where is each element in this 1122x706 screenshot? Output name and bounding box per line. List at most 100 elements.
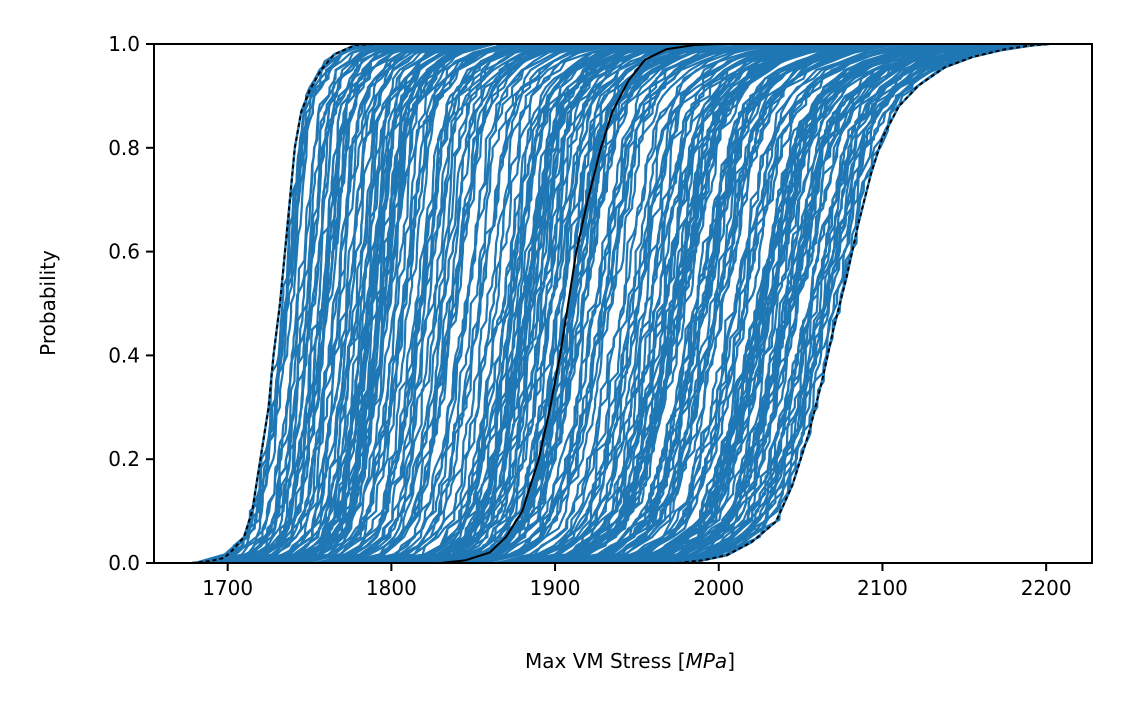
x-axis-label-unit: MPa	[686, 649, 728, 673]
ensemble-curve	[269, 44, 463, 563]
ensemble-curve	[349, 44, 575, 563]
ensemble-curve	[265, 44, 467, 563]
ensemble-curve	[289, 44, 493, 563]
plot-frame	[153, 43, 1093, 564]
ensemble-curve	[262, 44, 453, 563]
ensemble-curve	[479, 44, 756, 563]
ensemble-curve	[393, 44, 641, 563]
ensemble-curve	[633, 44, 983, 563]
ensemble-curve	[304, 44, 520, 563]
ensemble-curve	[341, 44, 566, 563]
ensemble-curve	[278, 44, 471, 563]
y-axis-ticks: 0.0 0.2 0.4 0.6 0.8 1.0	[108, 32, 154, 575]
ensemble-curve	[439, 44, 702, 563]
ensemble-curve	[200, 44, 364, 563]
x-tick-label: 1900	[530, 576, 581, 600]
ensemble-curve	[584, 44, 899, 563]
ensemble-curve	[657, 44, 1008, 563]
x-axis-ticks: 1700 1800 1900 2000 2100 2200	[202, 563, 1072, 600]
ensemble-curve	[360, 44, 595, 563]
ensemble-curve	[389, 44, 637, 563]
ensemble-curve	[200, 44, 377, 563]
ensemble-curve	[528, 44, 822, 563]
ensemble-curve	[589, 44, 915, 563]
ensemble-curve	[611, 44, 943, 563]
median-curve	[440, 44, 719, 563]
ensemble-curve	[324, 44, 556, 563]
ensemble-curve	[600, 44, 931, 563]
ensemble-curve	[571, 44, 895, 563]
ensemble-curve	[314, 44, 535, 563]
ensemble-curve	[533, 44, 842, 563]
ensemble-curve	[320, 44, 547, 563]
x-tick-label: 1700	[202, 576, 253, 600]
ensemble-curve	[525, 44, 815, 563]
ensemble-curve	[259, 44, 453, 563]
ensemble-curve	[575, 44, 897, 563]
y-tick-label: 0.4	[108, 343, 140, 367]
ensemble-curve	[323, 44, 551, 563]
y-tick-label: 0.8	[108, 136, 140, 160]
ensemble-curve	[501, 44, 790, 563]
y-tick-label: 0.6	[108, 240, 140, 264]
ensemble-curve	[389, 44, 634, 563]
x-axis-label-text: Max VM Stress [	[525, 649, 686, 673]
ensemble-curve	[537, 44, 838, 563]
ensemble-curve	[408, 44, 660, 563]
x-axis-label: Max VM Stress [MPa]	[525, 649, 735, 673]
x-axis-label-close: ]	[727, 649, 735, 673]
ensemble-curve	[256, 44, 443, 563]
ensemble-curve	[374, 44, 619, 563]
ensemble-curve	[563, 44, 886, 563]
ensemble-curve	[580, 44, 896, 563]
ensemble-curve	[675, 44, 1032, 563]
ensemble-curve	[668, 44, 1021, 563]
ensemble-curve	[212, 44, 383, 563]
ensemble-curve	[289, 44, 488, 563]
x-tick-label: 2100	[857, 576, 908, 600]
ensemble-curve	[450, 44, 716, 563]
ensemble-curve	[322, 44, 536, 563]
ensemble-curve	[513, 44, 814, 563]
ensemble-curve	[227, 44, 411, 563]
ensemble-curve	[321, 44, 540, 563]
y-tick-label: 0.2	[108, 447, 140, 471]
ensemble-curve	[352, 44, 586, 563]
ensemble-curve	[363, 44, 596, 563]
ensemble-curve	[346, 44, 574, 563]
ensemble-curve	[616, 44, 951, 563]
x-tick-label: 2000	[693, 576, 744, 600]
ensemble-curve	[421, 44, 678, 563]
ensemble-curve	[375, 44, 614, 563]
y-axis-label: Probability	[36, 250, 60, 356]
ensemble-curve	[368, 44, 607, 563]
ensemble-curve	[495, 44, 780, 563]
ensemble-curve	[644, 44, 994, 563]
ensemble-curve	[378, 44, 626, 563]
summary-curves	[191, 44, 1050, 563]
ensemble-curve	[664, 44, 1018, 563]
lower-bound-curve	[191, 44, 376, 563]
ensemble-curve	[327, 44, 550, 563]
ensemble-curve	[641, 44, 978, 563]
ensemble-curve	[428, 44, 691, 563]
ensemble-curve	[278, 44, 488, 563]
ensemble-curve	[569, 44, 880, 563]
ensemble-curve	[317, 44, 531, 563]
ensemble-curve	[467, 44, 745, 563]
ensemble-curve	[503, 44, 795, 563]
y-tick-label: 0.0	[108, 551, 140, 575]
x-tick-label: 1800	[366, 576, 417, 600]
y-tick-label: 1.0	[108, 32, 140, 56]
ensemble-curve	[554, 44, 867, 563]
ensemble-curve	[300, 44, 516, 563]
ensemble-curve	[517, 44, 817, 563]
ensemble-curve	[463, 44, 729, 563]
ensemble-curve	[605, 44, 927, 563]
ensemble-curve	[238, 44, 430, 563]
ensemble-curve	[243, 44, 425, 563]
ensemble-curve	[411, 44, 671, 563]
ensemble-curve	[451, 44, 723, 563]
